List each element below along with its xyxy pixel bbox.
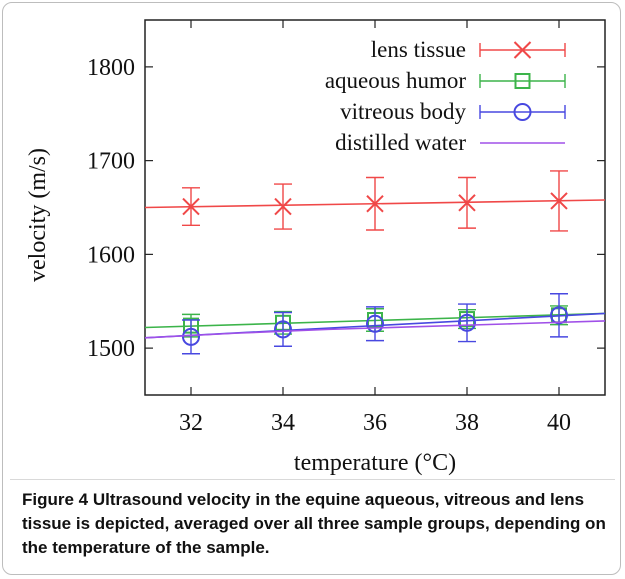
legend-marker-aqueous-humor (514, 73, 531, 89)
plot-area: 32 34 36 38 40 1500 1600 1700 1800 lens tissue aqu… (87, 19, 606, 436)
point-vitreous-body (274, 320, 292, 339)
figure-caption-text: Ultrasound velocity in the equine aqueou… (22, 490, 606, 557)
x-tick-label: 40 (547, 410, 571, 436)
x-tick-label: 36 (363, 410, 387, 436)
x-axis-label: temperature (°C) (294, 450, 456, 476)
point-vitreous-body (458, 313, 476, 332)
y-tick-label: 1600 (87, 242, 135, 268)
caption-divider (10, 479, 615, 480)
legend-label-aqueous-humor: aqueous humor (325, 68, 467, 93)
legend-marker-vitreous-body (513, 103, 532, 121)
y-tick-label: 1700 (87, 149, 135, 175)
chart: 32 34 36 38 40 1500 1600 1700 1800 lens tissue aqu… (25, 19, 606, 476)
legend-label-lens-tissue: lens tissue (371, 37, 466, 62)
x-tick-label: 38 (455, 410, 479, 436)
point-vitreous-body (366, 314, 384, 333)
y-tick-label: 1800 (87, 55, 135, 81)
point-lens-tissue (550, 192, 568, 210)
x-tick-label: 34 (271, 410, 295, 436)
point-lens-tissue (458, 194, 476, 212)
figure-caption: Figure 4 Ultrasound velocity in the equi… (22, 488, 607, 560)
point-vitreous-body (182, 327, 200, 346)
legend-label-vitreous-body: vitreous body (340, 99, 466, 124)
x-tick-label: 32 (179, 410, 203, 436)
point-lens-tissue (366, 195, 384, 213)
legend-marker-lens-tissue (513, 41, 532, 59)
point-lens-tissue (274, 197, 292, 216)
point-lens-tissue (182, 197, 200, 216)
series-line-distilled-water (144, 320, 606, 339)
point-vitreous-body (550, 306, 568, 325)
y-axis-label: velocity (m/s) (25, 148, 51, 282)
legend-label-distilled-water: distilled water (335, 130, 466, 155)
y-tick-label: 1500 (87, 336, 135, 362)
figure-label: Figure 4 (22, 490, 89, 509)
